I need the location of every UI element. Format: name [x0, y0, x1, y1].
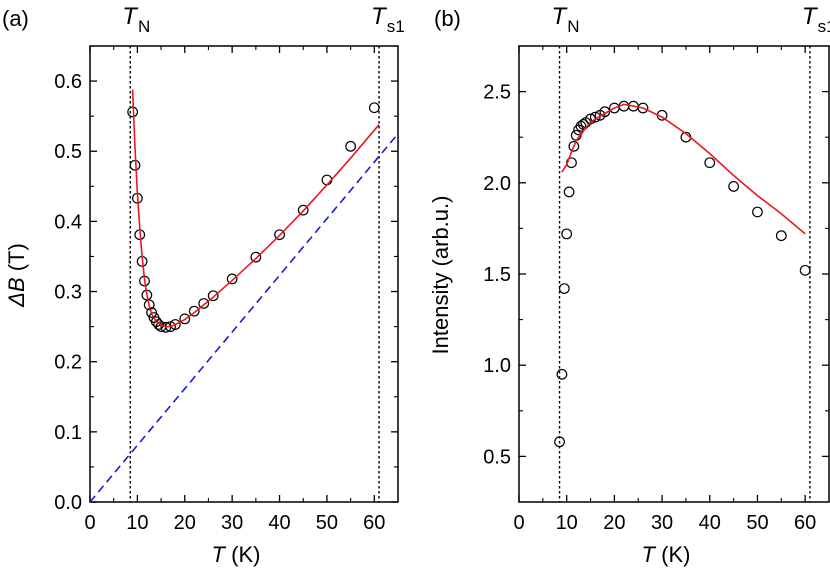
marker-subscript: s1 — [818, 17, 830, 36]
marker-label: Ts1 — [802, 3, 830, 36]
data-point — [207, 290, 219, 302]
data-point — [169, 319, 181, 330]
y-tick-label: 0.5 — [483, 446, 511, 468]
x-tick-label: 40 — [699, 512, 721, 534]
x-axis-label: T (K) — [212, 542, 261, 567]
data-point — [563, 186, 575, 198]
marker-label: Ts1 — [371, 3, 405, 36]
plot-frame — [89, 45, 399, 503]
y-tick-label: 0.1 — [54, 422, 82, 444]
y-tick-label: 2.5 — [483, 82, 511, 104]
data-point — [637, 102, 649, 114]
data-point — [368, 102, 380, 114]
marker-subscript: s1 — [387, 17, 405, 36]
marker-symbol: T — [371, 3, 388, 30]
data-point — [558, 283, 570, 294]
x-tick-label: 0 — [84, 512, 95, 534]
data-point — [704, 157, 716, 169]
y-axis-label: ΔB (T) — [4, 243, 29, 308]
y-axis-unit: (T) — [4, 243, 29, 271]
y-tick-label: 0.5 — [54, 141, 82, 163]
data-point — [775, 230, 787, 242]
x-tick-label: 50 — [316, 512, 338, 534]
x-axis-unit: (K) — [225, 542, 260, 567]
y-tick-label: 0.2 — [54, 352, 82, 374]
linear-dashed-line — [89, 133, 399, 503]
data-point — [198, 298, 210, 309]
x-axis-symbol: T — [642, 542, 657, 567]
panel-label: (b) — [434, 6, 461, 31]
data-point — [250, 251, 262, 263]
data-point — [226, 273, 238, 285]
x-tick-label: 0 — [513, 512, 524, 534]
data-point — [297, 204, 309, 216]
panel-a: 0 10 20 30 40 50 60 0.0 0.1 0.2 0.3 0.4 0.5 0.6 (a) T (… — [2, 3, 405, 567]
y-tick-label: 1.0 — [483, 355, 511, 377]
y-axis-label: Intensity (arb.u.) — [428, 196, 453, 355]
x-axis-unit: (K) — [655, 542, 690, 567]
marker-subscript: N — [138, 17, 150, 36]
panel-label: (a) — [2, 6, 29, 31]
y-tick-label: 0.3 — [54, 282, 82, 304]
fit-curve — [561, 103, 806, 235]
fit-curve — [131, 89, 380, 328]
panel-b: 0 10 20 30 40 50 60 0.5 1.0 1.5 2.0 2.5 (b) T (K) Inte… — [428, 3, 830, 567]
y-tick-label: 0.6 — [54, 71, 82, 93]
data-point — [345, 140, 357, 152]
marker-label: TN — [552, 3, 580, 36]
x-tick-label: 50 — [746, 512, 768, 534]
marker-symbol: T — [802, 3, 819, 30]
data-point — [568, 140, 580, 152]
y-tick-label: 2.0 — [483, 173, 511, 195]
x-tick-label: 60 — [363, 512, 385, 534]
x-tick-label: 20 — [174, 512, 196, 534]
data-point — [728, 181, 740, 192]
x-tick-label: 10 — [556, 512, 578, 534]
y-axis-symbol: ΔB — [4, 271, 29, 308]
data-point — [752, 206, 763, 218]
y-tick-label: 1.5 — [483, 264, 511, 286]
data-point — [143, 299, 155, 311]
marker-symbol: T — [552, 3, 569, 30]
x-tick-label: 60 — [794, 512, 816, 534]
data-point — [179, 313, 191, 325]
data-point — [554, 436, 565, 448]
x-axis-symbol: T — [212, 542, 227, 567]
y-axis-unit: Intensity (arb.u.) — [428, 196, 453, 355]
plot-frame — [518, 45, 830, 503]
x-tick-label: 40 — [268, 512, 290, 534]
x-tick-label: 30 — [221, 512, 243, 534]
data-point — [146, 307, 158, 318]
data-point — [599, 106, 611, 118]
data-point — [188, 305, 200, 317]
marker-label: TN — [122, 3, 150, 36]
marker-symbol: T — [122, 3, 139, 30]
data-point — [556, 368, 568, 380]
y-tick-label: 0.4 — [54, 211, 82, 233]
x-tick-label: 10 — [126, 512, 148, 534]
data-point — [561, 228, 573, 240]
data-point — [274, 229, 285, 241]
y-tick-label: 0.0 — [54, 492, 82, 514]
x-tick-label: 20 — [603, 512, 625, 534]
marker-subscript: N — [567, 17, 579, 36]
data-point — [799, 264, 811, 276]
x-tick-label: 30 — [651, 512, 673, 534]
data-point — [153, 319, 165, 330]
x-axis-label: T (K) — [642, 542, 691, 567]
